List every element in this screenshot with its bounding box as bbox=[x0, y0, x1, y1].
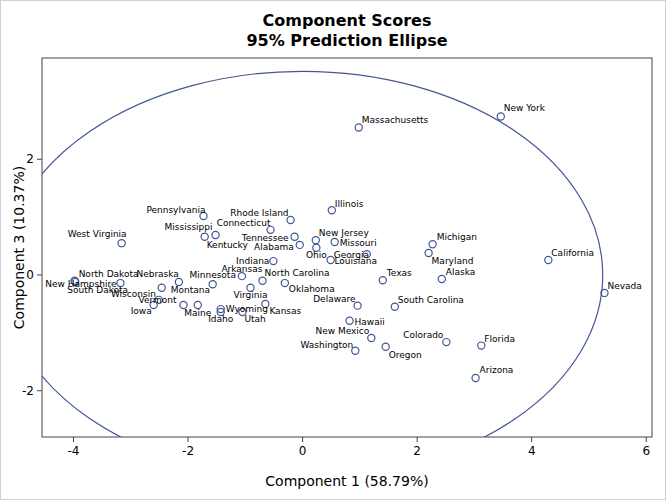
point-label: Connecticut bbox=[217, 218, 271, 228]
point-label: Utah bbox=[244, 314, 265, 324]
point bbox=[438, 275, 445, 282]
point-label: Alabama bbox=[254, 242, 294, 252]
subtitle: 95% Prediction Ellipse bbox=[246, 31, 447, 50]
point-label: Rhode Island bbox=[230, 208, 288, 218]
point-label: New York bbox=[504, 103, 546, 113]
y-tick bbox=[37, 274, 42, 275]
point-label: Idaho bbox=[208, 314, 234, 324]
point-label: New Jersey bbox=[319, 228, 370, 238]
point bbox=[118, 240, 125, 247]
x-tick bbox=[73, 437, 74, 442]
plot-area bbox=[42, 71, 608, 437]
point bbox=[217, 306, 224, 313]
point bbox=[259, 277, 266, 284]
point-label: Michigan bbox=[437, 232, 477, 242]
x-tick bbox=[188, 437, 189, 442]
point bbox=[291, 233, 298, 240]
x-tick bbox=[302, 437, 303, 442]
point-label: Alaska bbox=[446, 267, 475, 277]
y-tick-label: 0 bbox=[26, 268, 34, 282]
point-label: Ohio bbox=[306, 250, 327, 260]
title: Component Scores bbox=[263, 11, 432, 30]
point-label: North Carolina bbox=[265, 268, 330, 278]
point bbox=[346, 317, 353, 324]
point bbox=[429, 241, 436, 248]
point-label: Arizona bbox=[480, 365, 514, 375]
point bbox=[497, 113, 504, 120]
point-label: Colorado bbox=[403, 330, 444, 340]
point-label: Kansas bbox=[269, 306, 301, 316]
point-label: New Hampshire bbox=[45, 279, 117, 289]
x-tick bbox=[531, 437, 532, 442]
x-tick-label: 2 bbox=[413, 444, 421, 458]
point-label: Mississippi bbox=[165, 222, 213, 232]
point-label: Louisiana bbox=[335, 256, 378, 266]
point-label: Pennsylvania bbox=[146, 205, 205, 215]
point bbox=[212, 231, 219, 238]
x-tick-label: -4 bbox=[68, 444, 80, 458]
point-label: Oregon bbox=[389, 350, 422, 360]
point-label: North Dakota bbox=[79, 269, 139, 279]
point-label: Missouri bbox=[340, 238, 377, 248]
prediction-ellipse bbox=[42, 71, 603, 437]
point-label: Indiana bbox=[236, 256, 269, 266]
x-axis-label: Component 1 (58.79%) bbox=[265, 473, 428, 489]
point bbox=[209, 281, 216, 288]
x-tick-label: 0 bbox=[299, 444, 307, 458]
point-label: Washington bbox=[300, 340, 353, 350]
point bbox=[379, 277, 386, 284]
point-label: Texas bbox=[386, 268, 412, 278]
point-label: West Virginia bbox=[68, 229, 127, 239]
point bbox=[443, 339, 450, 346]
point-label: Wyoming bbox=[226, 304, 268, 314]
point-label: Vermont bbox=[138, 295, 177, 305]
point bbox=[270, 257, 277, 264]
point bbox=[158, 284, 165, 291]
point bbox=[472, 374, 479, 381]
x-tick bbox=[646, 437, 647, 442]
point-label: Delaware bbox=[313, 294, 356, 304]
point-label: Florida bbox=[484, 334, 515, 344]
point-label: Nebraska bbox=[136, 269, 178, 279]
point-label: Nevada bbox=[607, 281, 641, 291]
point bbox=[281, 279, 288, 286]
point-label: South Carolina bbox=[398, 295, 464, 305]
point bbox=[331, 238, 338, 245]
point bbox=[296, 241, 303, 248]
y-tick-label: -2 bbox=[22, 384, 34, 398]
x-tick-label: -2 bbox=[182, 444, 194, 458]
point-label: Iowa bbox=[131, 306, 152, 316]
point-label: New Mexico bbox=[315, 326, 369, 336]
point-label: Montana bbox=[171, 285, 210, 295]
point-label: California bbox=[551, 248, 594, 258]
y-tick-label: 2 bbox=[26, 152, 34, 166]
chart: Component Scores95% Prediction Ellipse -4… bbox=[0, 0, 666, 500]
point-label: Virginia bbox=[234, 290, 268, 300]
point-label: Oklahoma bbox=[289, 284, 335, 294]
x-tick-label: 4 bbox=[528, 444, 536, 458]
y-tick bbox=[37, 159, 42, 160]
y-axis-label: Component 3 (10.37%) bbox=[11, 166, 27, 329]
x-tick bbox=[417, 437, 418, 442]
point-label: Illinois bbox=[335, 199, 364, 209]
y-tick bbox=[37, 390, 42, 391]
point-label: Massachusetts bbox=[362, 115, 429, 125]
background bbox=[1, 1, 666, 500]
x-tick-label: 6 bbox=[642, 444, 650, 458]
point-label: Maryland bbox=[432, 256, 474, 266]
